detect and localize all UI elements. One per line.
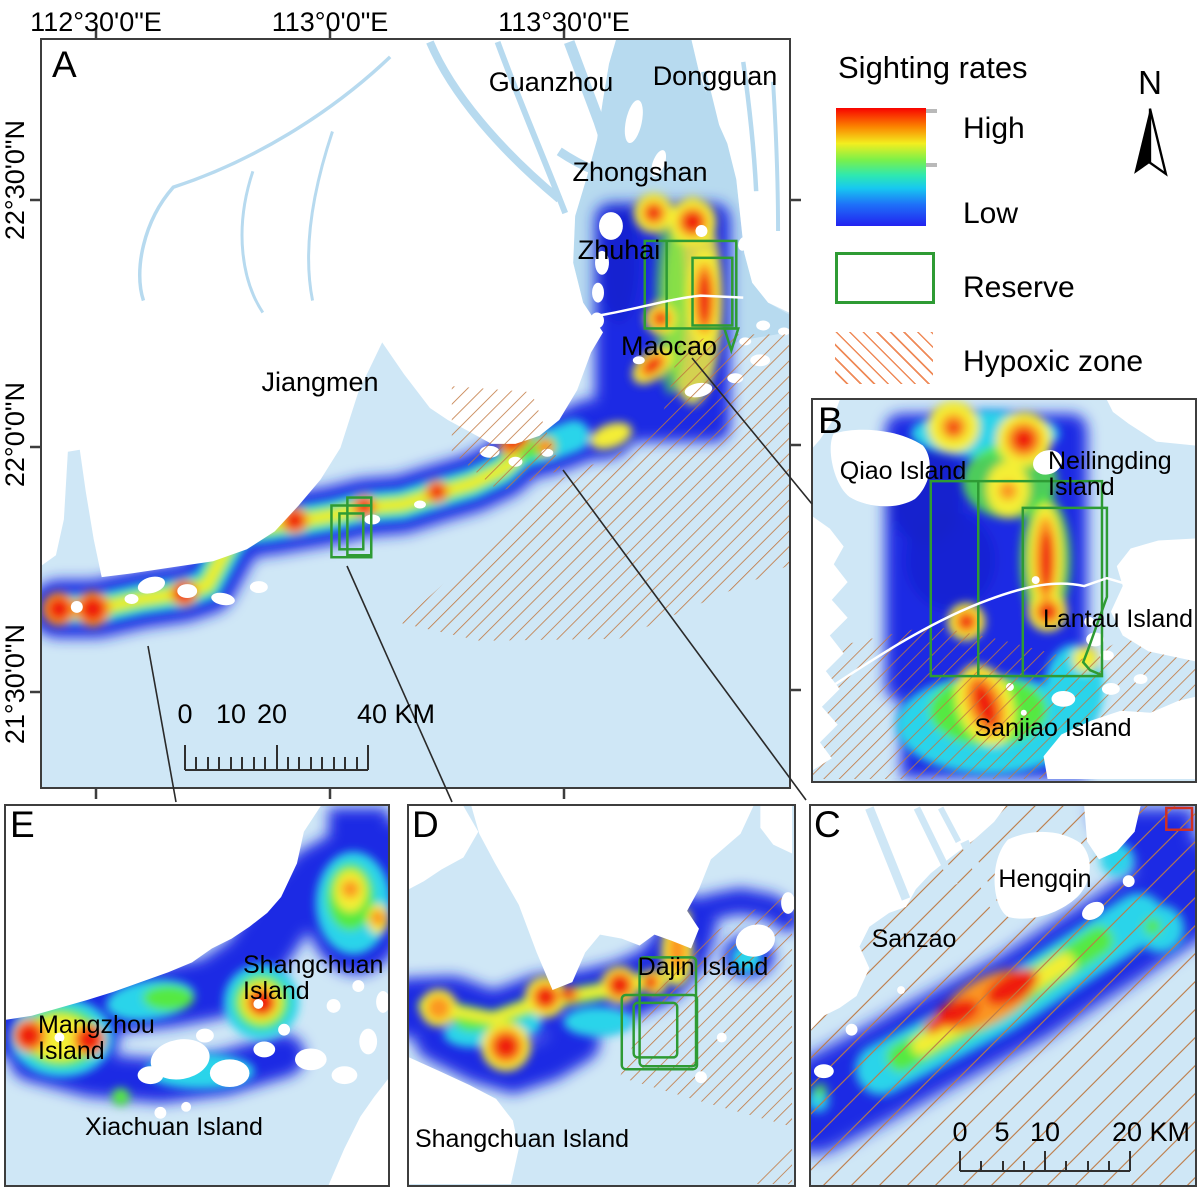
panel-letter-c: C [814, 804, 841, 845]
legend-high-label: High [963, 112, 1025, 145]
panel-letter-b: B [818, 400, 843, 441]
north-label: N [1138, 64, 1162, 101]
reserve-symbol-inner-2 [854, 269, 948, 315]
label-mangzhou-island: Mangzhou Island [38, 1011, 155, 1065]
map-art-b [813, 400, 1195, 781]
label-qiao-island: Qiao Island [839, 457, 967, 485]
scalebar-a-label-40: 40 KM [356, 699, 436, 729]
label-maocao: Maocao [620, 331, 718, 361]
panel-letter-d: D [412, 804, 439, 845]
map-panel-d [407, 804, 796, 1187]
label-dajin-island: Dajin Island [637, 953, 769, 981]
map-panel-c [809, 804, 1197, 1187]
legend-title: Sighting rates [838, 50, 1028, 85]
axis-label-lon-3: 113°30'0"E [498, 7, 630, 37]
map-art-c [811, 806, 1195, 1185]
colorbar-tick-mid [926, 163, 937, 167]
legend-low-label: Low [963, 197, 1019, 230]
axis-label-lat-3: 21°30'0"N [0, 624, 30, 745]
label-hengqin: Hengqin [998, 865, 1092, 893]
label-xiachuan-island: Xiachuan Island [85, 1113, 263, 1141]
legend-hypoxic-label: Hypoxic zone [963, 345, 1144, 378]
legend-reserve-label: Reserve [963, 271, 1075, 304]
map-panel-a [40, 38, 791, 789]
label-lantau-island: Lantau Island [1042, 605, 1194, 633]
panel-letter-e: E [10, 804, 35, 845]
map-panel-e [4, 804, 390, 1187]
reserve-symbol [835, 252, 935, 304]
hypoxic-zone-swatch [835, 332, 933, 384]
axis-label-lon-2: 113°0'0"E [271, 7, 389, 37]
scalebar-c-label-5: 5 [994, 1117, 1010, 1147]
label-zhuhai: Zhuhai [577, 235, 661, 265]
map-art-e [6, 806, 388, 1185]
axis-label-lat-1: 22°30'0"N [0, 120, 30, 241]
panel-letter-a: A [52, 44, 77, 85]
axis-label-lat-2: 22°0'0"N [0, 382, 30, 488]
scalebar-a-label-10: 10 [215, 699, 247, 729]
scalebar-c-label-0: 0 [952, 1117, 968, 1147]
axis-label-lon-1: 112°30'0"E [30, 7, 162, 37]
scalebar-a-label-20: 20 [256, 699, 288, 729]
map-art-d [409, 806, 794, 1185]
label-shangchuan-island-e: Shangchuan Island [243, 951, 384, 1005]
label-guanzhou: Guanzhou [488, 67, 614, 97]
map-art-a [42, 40, 789, 787]
label-sanjiao-island: Sanjiao Island [974, 714, 1132, 742]
north-arrow-icon [1134, 108, 1168, 177]
label-sanzao: Sanzao [871, 925, 957, 953]
scalebar-c-label-20: 20 KM [1111, 1117, 1191, 1147]
scalebar-c-label-10: 10 [1029, 1117, 1061, 1147]
label-dongguan: Dongguan [652, 61, 778, 91]
label-jiangmen: Jiangmen [261, 367, 379, 397]
label-shangchuan-island-d: Shangchuan Island [414, 1125, 630, 1153]
colorbar-tick-high [926, 109, 937, 113]
label-neilingding-island: Neilingding Island [1048, 447, 1172, 501]
map-panel-b [811, 398, 1197, 783]
sighting-rate-colorbar [836, 108, 926, 226]
scalebar-a-label-0: 0 [177, 699, 193, 729]
label-zhongshan: Zhongshan [572, 157, 708, 187]
